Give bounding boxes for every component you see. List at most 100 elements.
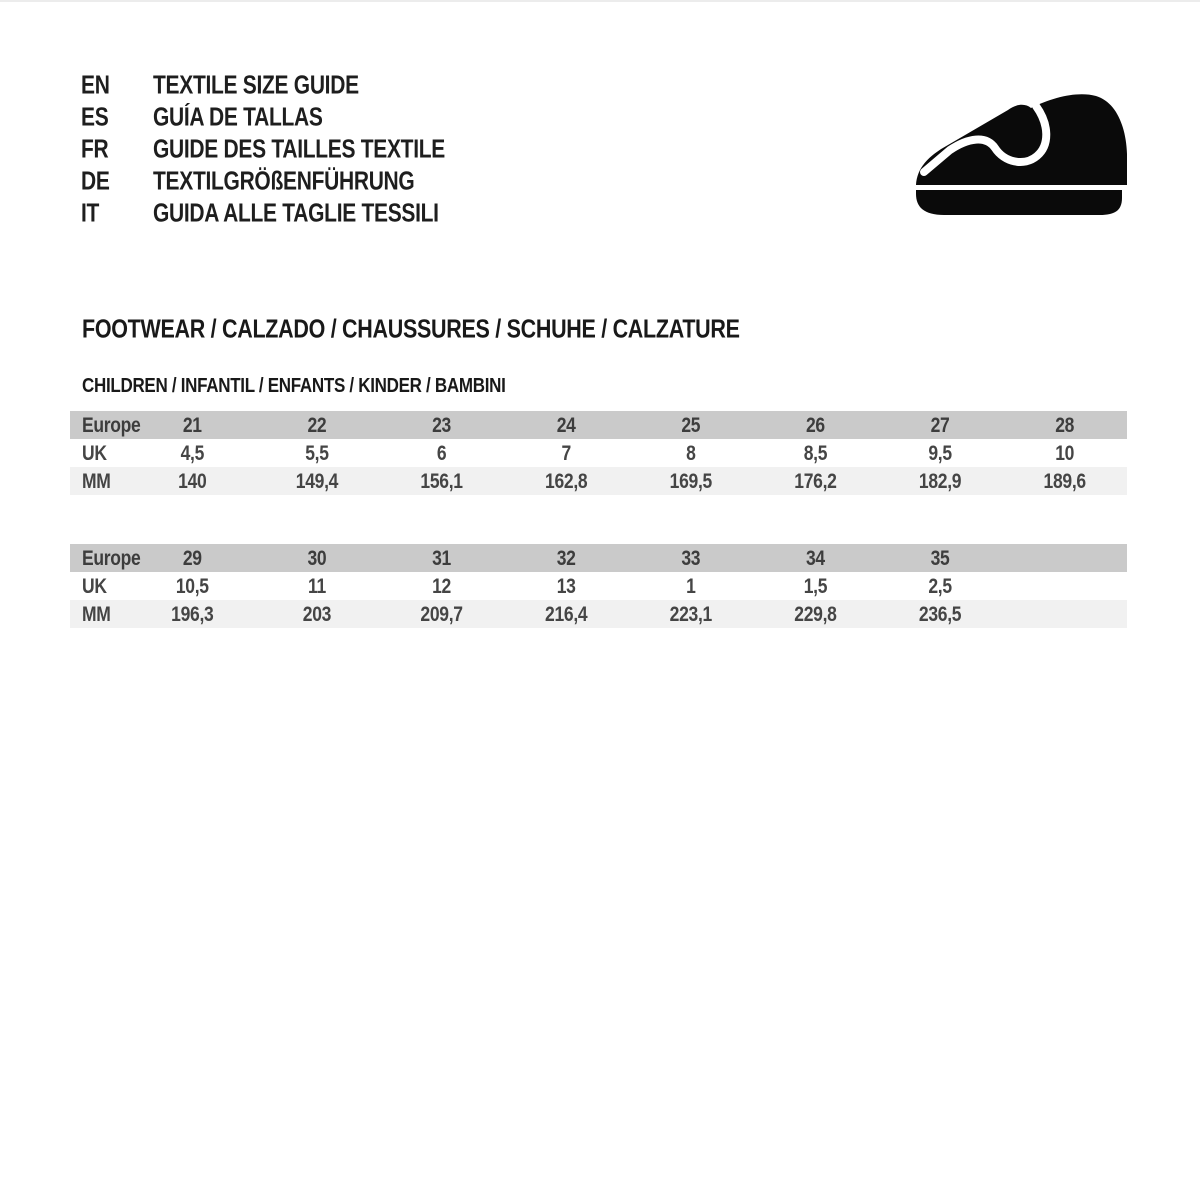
size-cell: 32 — [504, 545, 629, 570]
language-label: TEXTILE SIZE GUIDE — [153, 71, 359, 100]
cell-value: 29 — [182, 545, 202, 570]
size-cell: 203 — [255, 601, 380, 626]
language-label: GUÍA DE TALLAS — [153, 103, 323, 132]
size-cell: 229,8 — [753, 601, 878, 626]
size-cell: 182,9 — [878, 468, 1003, 492]
cell-value: 162,8 — [545, 468, 588, 493]
size-cell: 12 — [379, 573, 504, 597]
section-title: FOOTWEAR / CALZADO / CHAUSSURES / SCHUHE… — [82, 314, 740, 343]
cell-value: 5,5 — [305, 440, 329, 465]
size-cell: 34 — [753, 545, 878, 570]
language-label-text: GUIDA ALLE TAGLIE TESSILI — [153, 199, 439, 228]
cell-value: MM — [82, 468, 111, 493]
cell-value: 8,5 — [803, 440, 828, 465]
cell-value: Europe — [82, 545, 141, 570]
cell-value: 26 — [806, 412, 825, 437]
cell-value: 30 — [307, 545, 327, 570]
language-code: DE — [81, 167, 153, 196]
cell-value: 24 — [556, 412, 576, 437]
size-cell: 189,6 — [1002, 468, 1127, 492]
cell-value: 28 — [1055, 412, 1075, 437]
language-label: GUIDA ALLE TAGLIE TESSILI — [153, 199, 439, 228]
cell-value: 34 — [806, 545, 825, 570]
size-cell: 10 — [1002, 440, 1127, 465]
language-code-text: IT — [81, 199, 100, 228]
size-cell: 21 — [130, 412, 255, 436]
language-label-text: GUÍA DE TALLAS — [153, 103, 323, 132]
section-subtitle: CHILDREN / INFANTIL / ENFANTS / KINDER /… — [82, 373, 506, 397]
size-cell: 22 — [255, 412, 380, 437]
cell-value: 229,8 — [794, 601, 837, 626]
size-cell: 209,7 — [379, 601, 504, 625]
size-cell: 8 — [629, 440, 754, 465]
cell-value: 23 — [432, 412, 451, 437]
language-code-text: FR — [81, 135, 109, 164]
size-cell: 156,1 — [379, 468, 504, 493]
row-label: Europe — [70, 545, 141, 569]
cell-value: 11 — [307, 573, 326, 598]
size-cell: 216,4 — [504, 601, 629, 625]
size-cell: 6 — [379, 440, 504, 465]
language-label-text: TEXTILE SIZE GUIDE — [153, 71, 359, 100]
cell-value: 2,5 — [928, 573, 952, 598]
size-cell: 140 — [130, 468, 255, 492]
cell-value: 6 — [436, 440, 447, 465]
language-label-text: GUIDE DES TAILLES TEXTILE — [153, 135, 445, 164]
row-label: UK — [70, 440, 130, 464]
size-cell: 11 — [255, 573, 380, 598]
language-row: ES GUÍA DE TALLAS — [81, 102, 445, 134]
size-table: Europe 21 22 23 24 25 26 27 28 UK 4,5 5,… — [70, 411, 1127, 495]
size-cell: 2,5 — [878, 573, 1003, 598]
size-cell: 176,2 — [753, 468, 878, 493]
cell-value: 32 — [556, 545, 576, 570]
size-cell: 8,5 — [753, 440, 878, 465]
language-label: TEXTILGRÖßENFÜHRUNG — [153, 167, 415, 195]
size-cell: 30 — [255, 545, 380, 570]
table-row-uk: UK 10,5 11 12 13 1 1,5 2,5 — [70, 572, 1127, 600]
cell-value: 27 — [930, 412, 950, 437]
cell-value: 31 — [432, 545, 451, 570]
cell-value: 1 — [686, 573, 696, 598]
cell-value: 13 — [556, 573, 576, 598]
table-row-europe: Europe 21 22 23 24 25 26 27 28 — [70, 411, 1127, 439]
children-shoe-icon — [908, 90, 1130, 216]
cell-value: 176,2 — [794, 468, 837, 493]
size-cell: 35 — [878, 545, 1003, 570]
cell-value: 156,1 — [420, 468, 463, 493]
size-cell: 1 — [629, 573, 754, 598]
size-cell: 33 — [629, 545, 754, 570]
cell-value: MM — [82, 601, 111, 626]
cell-value: 22 — [307, 412, 327, 437]
section-subtitle-text: CHILDREN / INFANTIL / ENFANTS / KINDER /… — [82, 373, 506, 397]
language-label: GUIDE DES TAILLES TEXTILE — [153, 135, 445, 164]
cell-value: 4,5 — [180, 440, 205, 465]
size-cell: 162,8 — [504, 468, 629, 493]
language-code-text: DE — [81, 167, 110, 196]
language-row: FR GUIDE DES TAILLES TEXTILE — [81, 134, 445, 166]
row-label: MM — [70, 468, 130, 493]
cell-value: 33 — [681, 545, 701, 570]
language-list: EN TEXTILE SIZE GUIDE ES GUÍA DE TALLAS … — [81, 70, 445, 230]
row-label: UK — [70, 573, 130, 597]
table-row-europe: Europe 29 30 31 32 33 34 35 — [70, 544, 1127, 572]
cell-value: 203 — [302, 601, 332, 626]
size-cell: 27 — [878, 412, 1003, 437]
cell-value: 223,1 — [669, 601, 713, 626]
cell-value: 25 — [681, 412, 701, 437]
cell-value: 35 — [930, 545, 950, 570]
cell-value: 7 — [561, 440, 571, 465]
cell-value: 10 — [1055, 440, 1075, 465]
row-label: Europe — [70, 412, 141, 436]
size-cell: 24 — [504, 412, 629, 437]
size-cell: 4,5 — [130, 440, 255, 465]
size-table: Europe 29 30 31 32 33 34 35 UK 10,5 11 1… — [70, 544, 1127, 628]
cell-value: 1,5 — [803, 573, 828, 598]
size-cell — [1002, 576, 1127, 597]
cell-value: 8 — [686, 440, 696, 465]
language-row: EN TEXTILE SIZE GUIDE — [81, 70, 445, 102]
size-cell: 223,1 — [629, 601, 754, 626]
size-cell: 7 — [504, 440, 629, 465]
size-cell: 26 — [753, 412, 878, 437]
size-cell — [1002, 548, 1127, 569]
